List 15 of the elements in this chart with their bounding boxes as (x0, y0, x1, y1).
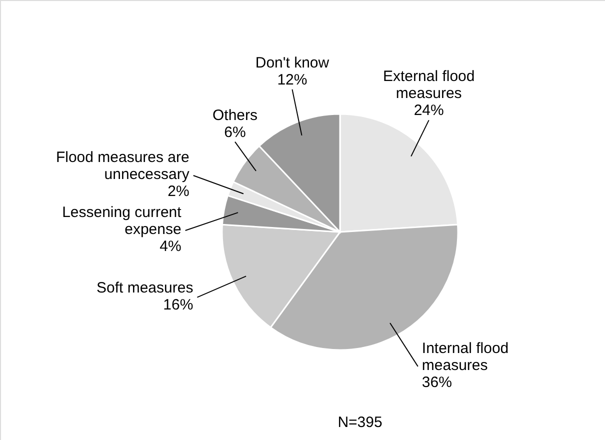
data-label: 2% (168, 183, 190, 200)
slice-label: Lessening current expense (62, 204, 182, 238)
slice-label: Soft measures (96, 279, 194, 296)
slice-label: Don't know (255, 54, 330, 72)
data-label: 24% (414, 102, 444, 120)
text: N=395 (338, 414, 382, 431)
slice-label: Flood measures are unnecessary (56, 149, 190, 184)
data-label: 16% (163, 296, 194, 314)
slice-label: Others (212, 106, 258, 124)
data-label: 4% (160, 238, 182, 256)
data-label: 36% (422, 374, 452, 391)
slice-label: Internal flood measures (422, 340, 509, 374)
data-label: 6% (224, 124, 246, 141)
slice-label: External flood measures (382, 68, 475, 102)
data-label: 12% (277, 71, 308, 88)
